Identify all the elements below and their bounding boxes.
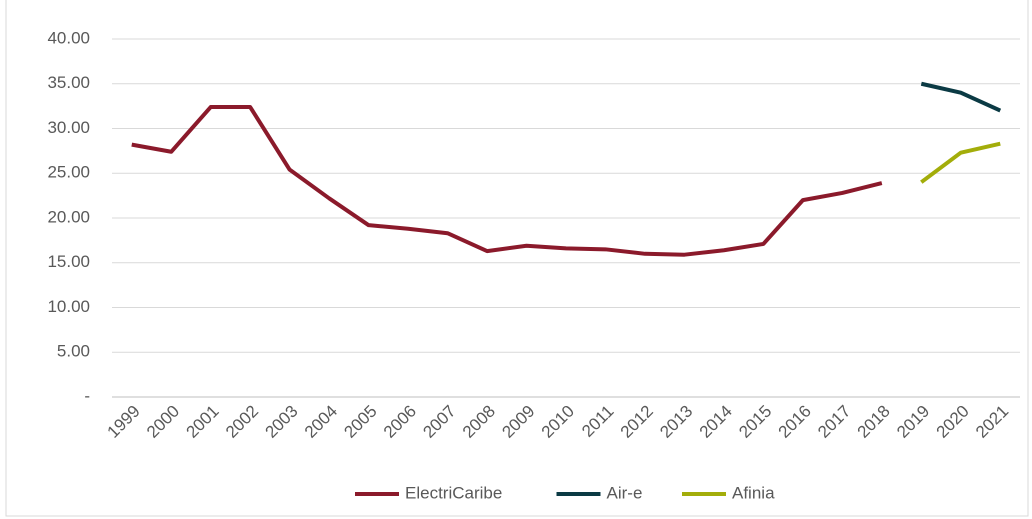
y-tick-label: 20.00 [47, 207, 90, 226]
x-tick-label: 2009 [498, 402, 538, 442]
x-tick-label: 2020 [933, 402, 973, 442]
legend-label: ElectriCaribe [405, 483, 502, 502]
y-tick-label: - [84, 386, 90, 405]
x-tick-label: 2008 [459, 402, 499, 442]
series-line [920, 81, 1002, 113]
legend-label: Afinia [732, 483, 775, 502]
x-tick-label: 2017 [814, 402, 854, 442]
x-tick-label: 2015 [735, 402, 775, 442]
y-tick-label: 10.00 [47, 297, 90, 316]
x-tick-label: 2014 [696, 402, 736, 442]
x-tick-label: 2007 [419, 402, 459, 442]
x-tick-label: 2019 [893, 402, 933, 442]
y-tick-label: 25.00 [47, 163, 90, 182]
y-tick-label: 35.00 [47, 73, 90, 92]
x-tick-label: 2001 [183, 402, 223, 442]
x-tick-label: 2016 [775, 402, 815, 442]
y-tick-label: 15.00 [47, 252, 90, 271]
x-tick-label: 2006 [380, 402, 420, 442]
y-tick-label: 40.00 [47, 28, 90, 47]
x-tick-label: 2003 [261, 402, 301, 442]
x-tick-label: 2018 [854, 402, 894, 442]
chart-frame [5, 0, 1029, 517]
y-tick-label: 30.00 [47, 118, 90, 137]
x-tick-label: 2012 [617, 402, 657, 442]
series-line [131, 105, 883, 257]
x-tick-label: 2021 [972, 402, 1012, 442]
legend-label: Air-e [607, 483, 643, 502]
x-tick-label: 2000 [143, 402, 183, 442]
x-tick-label: 2011 [578, 402, 617, 441]
series-line [920, 141, 1001, 184]
x-tick-label: 2002 [222, 402, 262, 442]
y-tick-label: 5.00 [57, 342, 90, 361]
x-tick-label: 2010 [538, 402, 578, 442]
x-tick-label: 2013 [656, 402, 696, 442]
x-tick-label: 1999 [104, 402, 144, 442]
x-tick-label: 2005 [340, 402, 380, 442]
x-tick-label: 2004 [301, 402, 341, 442]
